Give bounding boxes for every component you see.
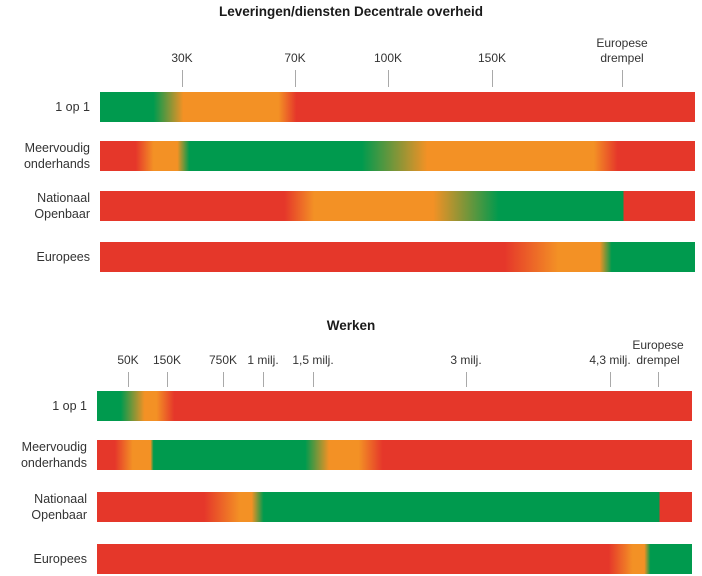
chart-werken: Werken 50K 150K 750K 1 milj. 1,5 milj. 3 milj… [0,310,702,576]
tick-label-line: 750K [208,353,238,367]
tick-label: 4,3 milj. [589,353,630,368]
tick-label-line: Europese [596,36,648,50]
tick-mark [128,372,129,387]
row-label: Meervoudig onderhands [24,140,90,172]
tick-label: 70K [284,51,305,66]
tick-label-line: drempel [600,51,644,65]
tick-label: 150K [478,51,506,66]
tick-label-line: 150K [152,353,182,367]
tick-mark [167,372,168,387]
procedure-bar [100,191,695,221]
tick-mark [263,372,264,387]
row-label-line: Meervoudig [21,440,87,454]
procedure-bar [100,141,695,171]
tick-mark [388,70,389,87]
chart-title: Leveringen/diensten Decentrale overheid [218,4,484,19]
row-label-line: 1 op 1 [52,399,87,413]
tick-mark [466,372,467,387]
chart-leveringen-diensten: Leveringen/diensten Decentrale overheid … [24,4,695,272]
row-label-line: 1 op 1 [55,100,90,114]
row-label: 1 op 1 [55,99,90,115]
tick-label: 150K [153,353,181,368]
tick-mark [622,70,623,87]
tick-label: 50K [117,353,138,368]
tick-mark [658,372,659,387]
row-label: Nationaal Openbaar [34,190,90,222]
row-label: Nationaal Openbaar [31,491,87,523]
procedure-bar [97,440,692,470]
tick-label: 100K [374,51,402,66]
tick-mark [492,70,493,87]
tick-label-line: 1,5 milj. [292,353,334,367]
tick-label-line: 3 milj. [450,353,482,367]
row-label: 1 op 1 [52,398,87,414]
tick-mark [182,70,183,87]
procedure-bar [100,92,695,122]
procedure-bar [100,242,695,272]
procedure-bar [97,492,692,522]
row-label-line: Meervoudig [24,141,90,155]
row-label-line: Nationaal [37,191,90,205]
tick-label: Europese drempel [632,338,683,368]
tick-label-line: 70K [284,51,306,65]
tick-label: Europese drempel [596,36,647,66]
tick-label-line: Europese [632,338,684,352]
tick-label: 30K [171,51,192,66]
row-label-line: Europees [33,552,87,566]
chart-title: Werken [326,318,376,333]
tick-label: 1 milj. [247,353,278,368]
tick-mark [610,372,611,387]
row-label-line: Nationaal [34,492,87,506]
tick-label-line: 30K [171,51,193,65]
row-label: Europees [36,249,90,265]
row-label-line: Europees [36,250,90,264]
tick-label-line: 4,3 milj. [589,353,631,367]
tick-label-line: 150K [477,51,507,65]
procedure-bar [97,391,692,421]
tick-mark [313,372,314,387]
row-label: Europees [33,551,87,567]
procedure-bar [97,544,692,574]
tick-mark [223,372,224,387]
tick-label-line: 100K [373,51,403,65]
tick-label: 750K [209,353,237,368]
row-label-line: Openbaar [34,207,90,221]
tick-label-line: drempel [636,353,680,367]
tick-label-line: 1 milj. [247,353,279,367]
row-label-line: onderhands [23,157,90,171]
row-label: Meervoudig onderhands [21,439,87,471]
tick-mark [295,70,296,87]
row-label-line: onderhands [20,456,87,470]
tick-label: 3 milj. [450,353,481,368]
tick-label-line: 50K [117,353,139,367]
tick-label: 1,5 milj. [292,353,333,368]
row-label-line: Openbaar [31,508,87,522]
